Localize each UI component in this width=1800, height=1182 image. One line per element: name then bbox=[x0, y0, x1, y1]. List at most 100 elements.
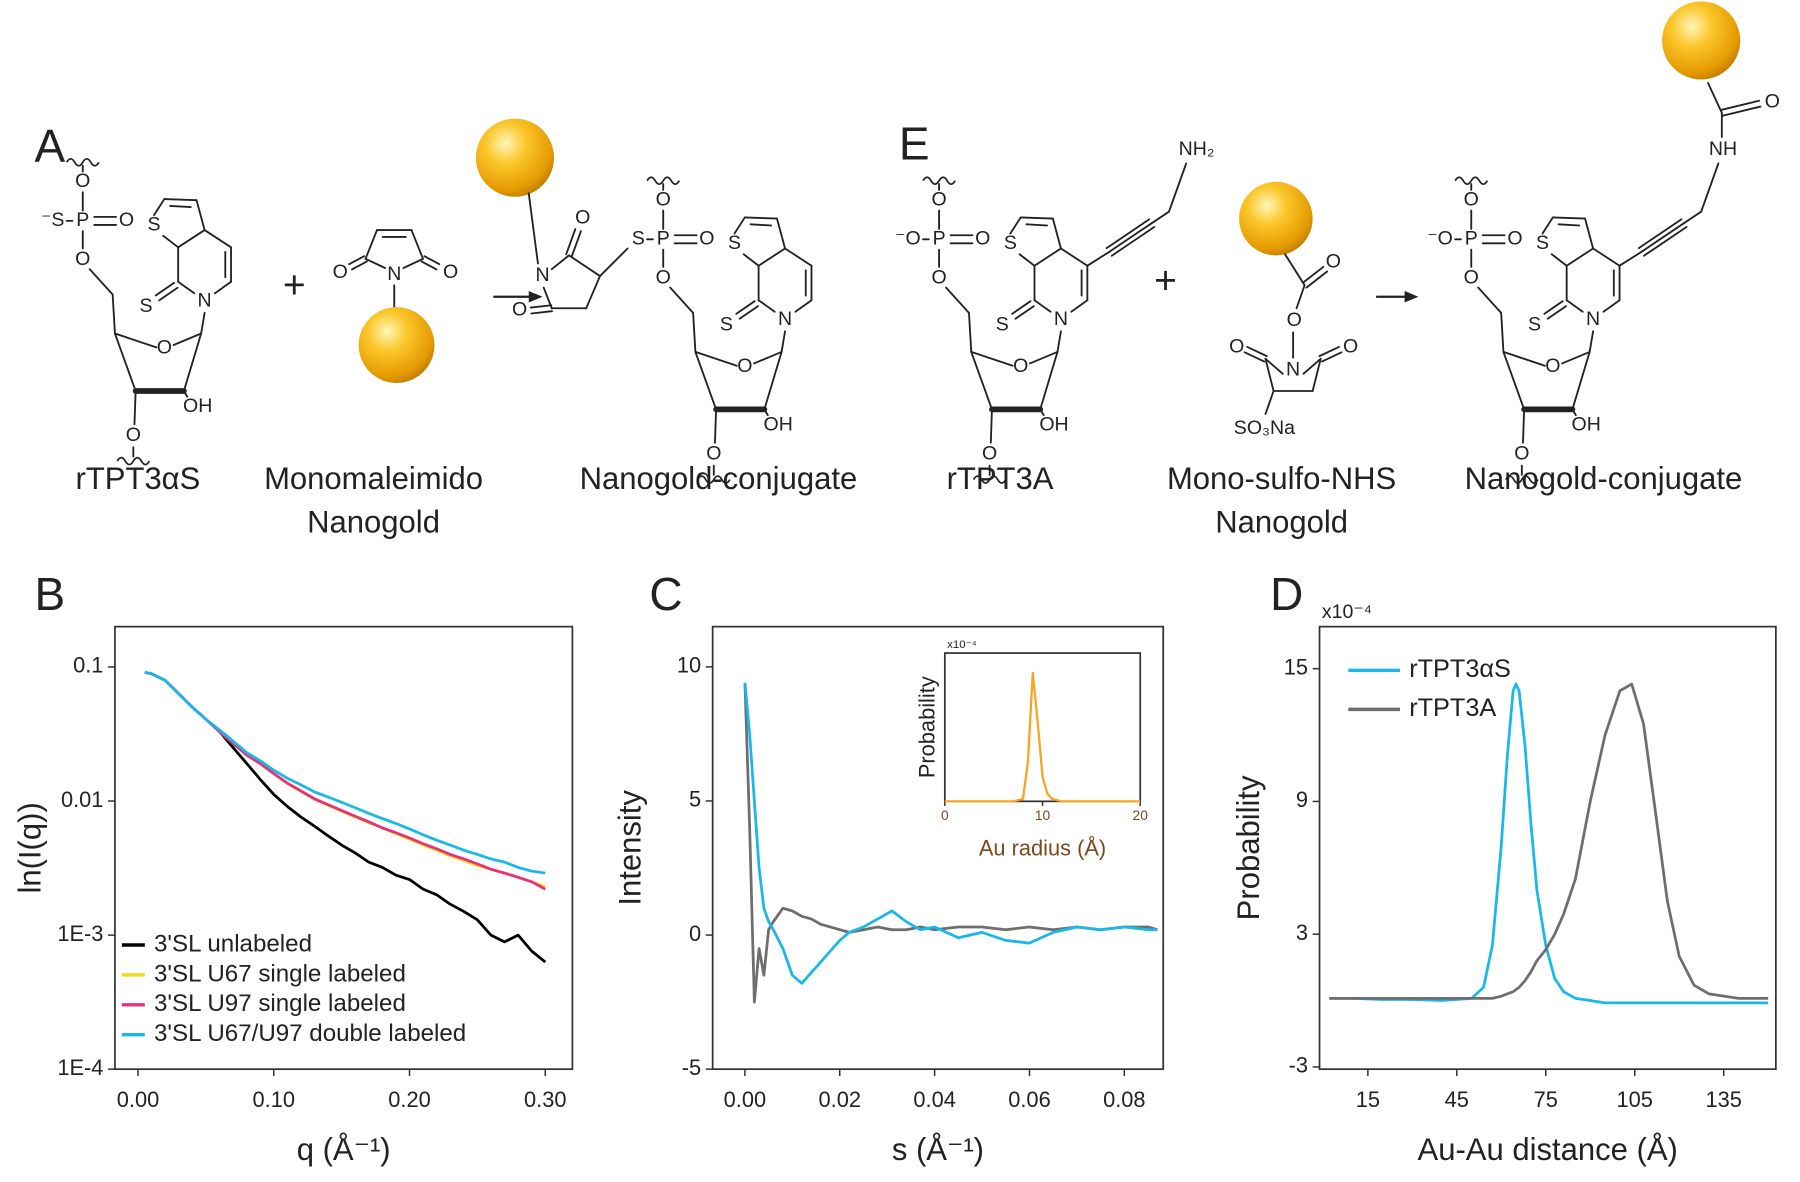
atom-label: OH bbox=[183, 395, 212, 417]
bond bbox=[1051, 217, 1062, 250]
gold-nanoparticle bbox=[1239, 181, 1313, 256]
atom-label: N bbox=[535, 264, 549, 286]
bond bbox=[1264, 390, 1275, 415]
atom-label: P bbox=[76, 209, 89, 231]
x-tick-label: 0.02 bbox=[819, 1087, 861, 1112]
compound-name: rTPT3αS bbox=[76, 461, 201, 496]
bond bbox=[1618, 250, 1643, 267]
bond bbox=[1640, 222, 1685, 253]
atom-label: S bbox=[1528, 314, 1541, 336]
bond bbox=[1246, 345, 1268, 358]
atom-label: N bbox=[1054, 308, 1068, 330]
series-line bbox=[743, 682, 1158, 1004]
series-line bbox=[1329, 682, 1769, 1005]
compound-name: Nanogold bbox=[1215, 505, 1348, 540]
x-tick-label: 0.00 bbox=[724, 1087, 766, 1112]
bond bbox=[200, 311, 206, 335]
attachment-bond bbox=[922, 176, 956, 185]
atom-label: O bbox=[656, 188, 671, 210]
x-tick-label: 0.20 bbox=[388, 1087, 430, 1112]
bond bbox=[1682, 210, 1703, 225]
attachment-bond bbox=[1454, 176, 1489, 185]
bond bbox=[1033, 247, 1062, 267]
bond bbox=[1700, 162, 1720, 213]
bond bbox=[1264, 357, 1284, 375]
bond bbox=[763, 350, 783, 411]
y-tick-label: 0 bbox=[689, 921, 701, 946]
bond bbox=[195, 199, 206, 231]
gold-nanoparticle bbox=[1662, 1, 1741, 80]
bond bbox=[735, 300, 756, 315]
bond bbox=[1550, 253, 1568, 267]
bond bbox=[1502, 350, 1526, 411]
bond bbox=[1019, 216, 1054, 220]
bond bbox=[1284, 253, 1306, 287]
bond bbox=[529, 304, 553, 309]
atom-label: O bbox=[1507, 227, 1522, 249]
x-tick-label: 0.06 bbox=[1008, 1087, 1050, 1112]
bond bbox=[1321, 351, 1343, 363]
atom-label: ⁻O bbox=[895, 227, 921, 249]
bond bbox=[163, 198, 198, 202]
atom-label: O bbox=[1514, 442, 1529, 464]
atom-label: N bbox=[387, 263, 401, 285]
atom-label: N bbox=[778, 308, 792, 330]
bond bbox=[1477, 286, 1503, 314]
bond bbox=[423, 255, 441, 266]
x-tick-label: 20 bbox=[1133, 808, 1149, 823]
bond bbox=[402, 257, 424, 269]
bond bbox=[1039, 408, 1045, 417]
panel-label: B bbox=[34, 568, 65, 620]
bond bbox=[780, 330, 786, 353]
bond bbox=[1602, 299, 1621, 313]
bond bbox=[1588, 330, 1595, 353]
atom-label: S bbox=[1536, 232, 1549, 254]
x-tick-label: 105 bbox=[1617, 1087, 1653, 1112]
bond bbox=[550, 254, 570, 271]
panel-label: C bbox=[649, 568, 682, 620]
bond bbox=[351, 260, 368, 271]
bond bbox=[1502, 350, 1546, 367]
bond bbox=[527, 192, 539, 265]
bond bbox=[742, 253, 760, 267]
x-tick-label: 0 bbox=[941, 808, 949, 823]
bond bbox=[1637, 218, 1683, 250]
bond bbox=[1033, 299, 1052, 313]
bond bbox=[1584, 217, 1595, 250]
bond bbox=[1561, 350, 1591, 365]
atom-label: OH bbox=[1572, 414, 1601, 436]
bond bbox=[568, 254, 601, 277]
bond bbox=[757, 247, 786, 267]
atom-label: O bbox=[706, 442, 721, 464]
x-axis-label: q (Å⁻¹) bbox=[297, 1132, 391, 1167]
atom-label: O bbox=[1765, 91, 1780, 113]
bond bbox=[153, 198, 166, 217]
atom-label: O bbox=[126, 424, 141, 446]
atom-label: O bbox=[575, 207, 590, 229]
bond bbox=[1059, 247, 1089, 267]
plot-frame bbox=[711, 625, 1165, 1071]
bond bbox=[970, 350, 1014, 367]
legend-label: 3'SL unlabeled bbox=[154, 930, 312, 957]
bond bbox=[364, 229, 378, 260]
y-tick-label: 5 bbox=[689, 787, 701, 812]
atom-label: O bbox=[1464, 188, 1479, 210]
bond bbox=[410, 229, 424, 260]
y-multiplier: x10⁻⁴ bbox=[947, 639, 977, 651]
bond bbox=[692, 311, 697, 353]
panel-label: A bbox=[34, 120, 65, 172]
bond bbox=[1500, 311, 1505, 353]
atom-label: O bbox=[443, 261, 458, 283]
y-axis-label: ln(I(q)) bbox=[12, 802, 47, 893]
bond bbox=[1295, 284, 1306, 310]
bond bbox=[776, 217, 786, 250]
bond bbox=[570, 230, 582, 258]
atom-label: O bbox=[1287, 309, 1302, 331]
atom-label: O bbox=[931, 267, 946, 289]
bond bbox=[738, 305, 759, 320]
atom-label: O bbox=[333, 261, 348, 283]
bond bbox=[784, 247, 813, 267]
series-line bbox=[144, 671, 546, 875]
x-tick-label: 135 bbox=[1705, 1087, 1741, 1112]
